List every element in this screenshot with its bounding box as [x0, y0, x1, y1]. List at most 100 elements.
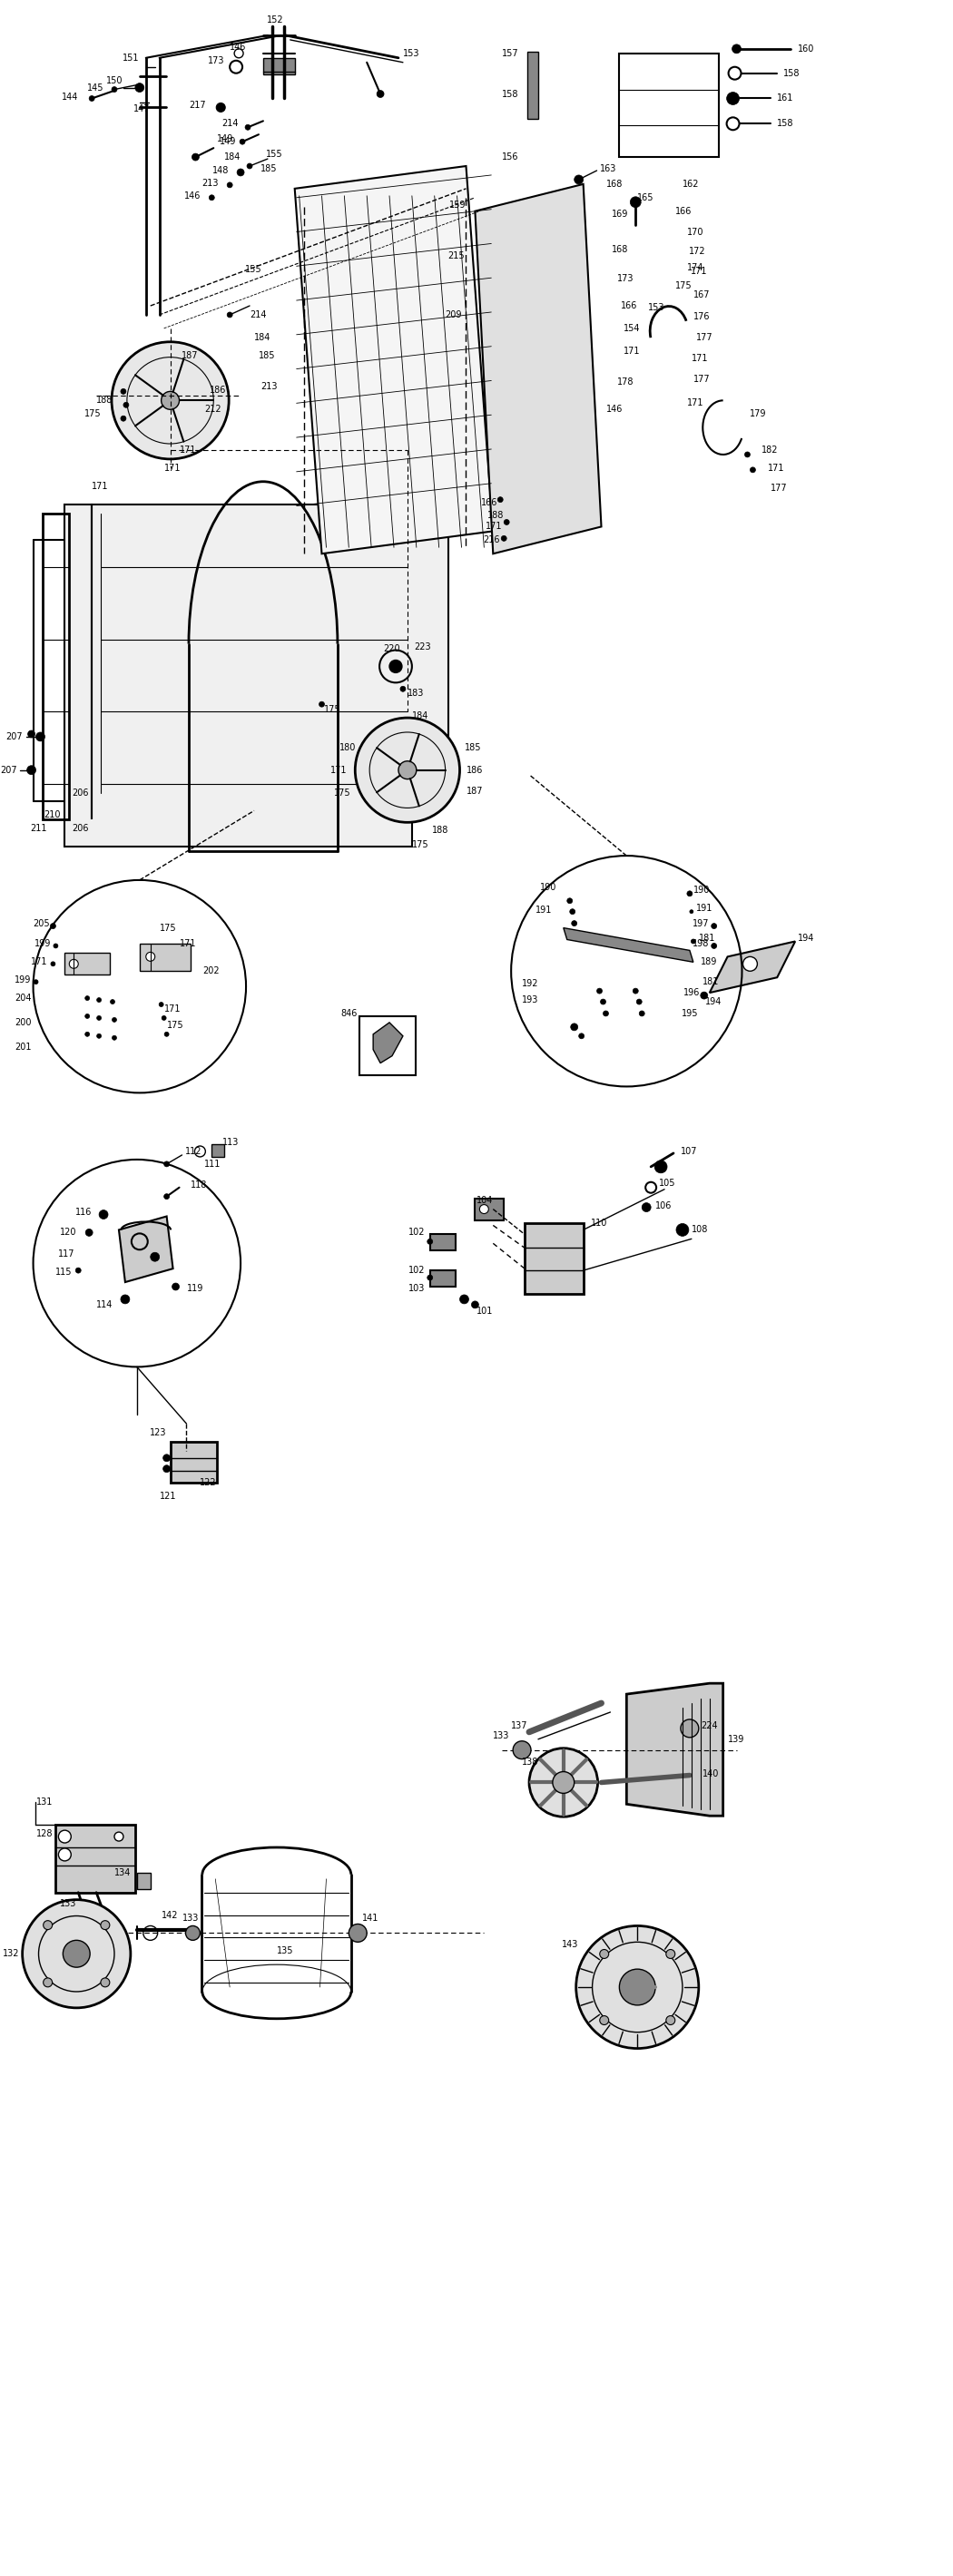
Text: 107: 107	[680, 1146, 698, 1157]
Text: 220: 220	[383, 644, 400, 652]
Text: 185: 185	[258, 350, 275, 361]
Polygon shape	[139, 943, 191, 971]
Bar	[55, 1824, 135, 1893]
Circle shape	[570, 909, 576, 914]
Text: 165: 165	[638, 193, 654, 201]
Text: 146: 146	[184, 191, 201, 201]
Text: 201: 201	[14, 1043, 31, 1051]
Text: 151: 151	[123, 54, 139, 62]
Text: 215: 215	[447, 252, 464, 260]
Text: 180: 180	[339, 742, 356, 752]
Text: 184: 184	[254, 332, 271, 343]
Text: 177: 177	[696, 332, 713, 343]
Circle shape	[112, 88, 117, 93]
Text: 171: 171	[768, 464, 785, 471]
Circle shape	[691, 940, 696, 943]
Text: 175: 175	[412, 840, 429, 850]
Bar	[430, 1234, 456, 1249]
Circle shape	[655, 1159, 667, 1172]
Circle shape	[398, 760, 416, 778]
Circle shape	[245, 124, 251, 129]
Circle shape	[572, 920, 577, 925]
Circle shape	[135, 82, 144, 93]
Text: 200: 200	[14, 1018, 31, 1028]
Text: 155: 155	[266, 149, 283, 160]
Text: 159: 159	[449, 201, 466, 209]
Circle shape	[513, 1741, 531, 1759]
Circle shape	[163, 1466, 171, 1473]
Circle shape	[43, 1922, 52, 1929]
Text: 103: 103	[409, 1283, 425, 1293]
Circle shape	[472, 1301, 478, 1309]
Circle shape	[744, 451, 750, 459]
Circle shape	[504, 520, 509, 526]
Circle shape	[165, 1033, 169, 1036]
Text: 189: 189	[700, 958, 718, 966]
Text: 158: 158	[501, 90, 518, 98]
Circle shape	[53, 943, 58, 948]
Circle shape	[85, 997, 90, 999]
Text: 175: 175	[85, 410, 102, 417]
Circle shape	[575, 175, 583, 183]
Circle shape	[43, 1978, 52, 1986]
Circle shape	[58, 1832, 71, 1842]
Text: 171: 171	[624, 345, 640, 355]
Circle shape	[22, 1899, 131, 2007]
Text: 111: 111	[205, 1159, 221, 1170]
Text: 175: 175	[334, 788, 351, 796]
Text: 207: 207	[0, 765, 17, 775]
Text: 217: 217	[190, 100, 207, 111]
Circle shape	[112, 1036, 116, 1041]
Text: 192: 192	[521, 979, 538, 989]
Text: 179: 179	[750, 410, 767, 417]
Text: 122: 122	[200, 1479, 217, 1486]
Bar	[212, 1144, 224, 1157]
Bar	[475, 1198, 504, 1221]
Text: 133: 133	[60, 1899, 77, 1909]
Circle shape	[164, 1162, 170, 1167]
Text: 140: 140	[702, 1770, 719, 1777]
Text: 148: 148	[213, 165, 229, 175]
Text: 185: 185	[260, 165, 277, 173]
Text: 166: 166	[621, 301, 638, 309]
Circle shape	[700, 992, 708, 999]
Circle shape	[571, 1023, 578, 1030]
Circle shape	[237, 170, 244, 175]
Bar	[359, 1015, 416, 1074]
Text: 205: 205	[32, 920, 50, 927]
Circle shape	[85, 1033, 90, 1036]
Circle shape	[690, 909, 693, 914]
Text: 202: 202	[203, 966, 219, 976]
Circle shape	[70, 958, 78, 969]
Circle shape	[319, 701, 324, 706]
Circle shape	[33, 979, 38, 984]
Text: 134: 134	[114, 1868, 131, 1878]
Text: 194: 194	[705, 997, 721, 1007]
Text: 168: 168	[612, 245, 629, 255]
Text: 162: 162	[682, 180, 700, 188]
Circle shape	[164, 1193, 170, 1200]
Circle shape	[89, 95, 94, 100]
Text: 198: 198	[693, 940, 710, 948]
Circle shape	[159, 1002, 164, 1007]
Circle shape	[101, 1922, 110, 1929]
Circle shape	[459, 1296, 469, 1303]
Circle shape	[227, 183, 233, 188]
Text: 142: 142	[161, 1911, 178, 1919]
Text: 123: 123	[150, 1427, 167, 1437]
Circle shape	[121, 389, 126, 394]
Text: 171: 171	[692, 353, 708, 363]
Text: 209: 209	[445, 309, 461, 319]
Text: 163: 163	[599, 165, 617, 173]
Circle shape	[390, 659, 402, 672]
Circle shape	[600, 999, 606, 1005]
Text: 196: 196	[684, 989, 700, 997]
Text: 149: 149	[216, 134, 233, 144]
Text: 171: 171	[164, 1005, 181, 1012]
Bar	[527, 52, 538, 118]
Text: 173: 173	[208, 57, 224, 64]
Bar	[430, 1270, 456, 1285]
Text: 177: 177	[693, 376, 710, 384]
Text: 184: 184	[412, 711, 429, 721]
Circle shape	[637, 999, 642, 1005]
